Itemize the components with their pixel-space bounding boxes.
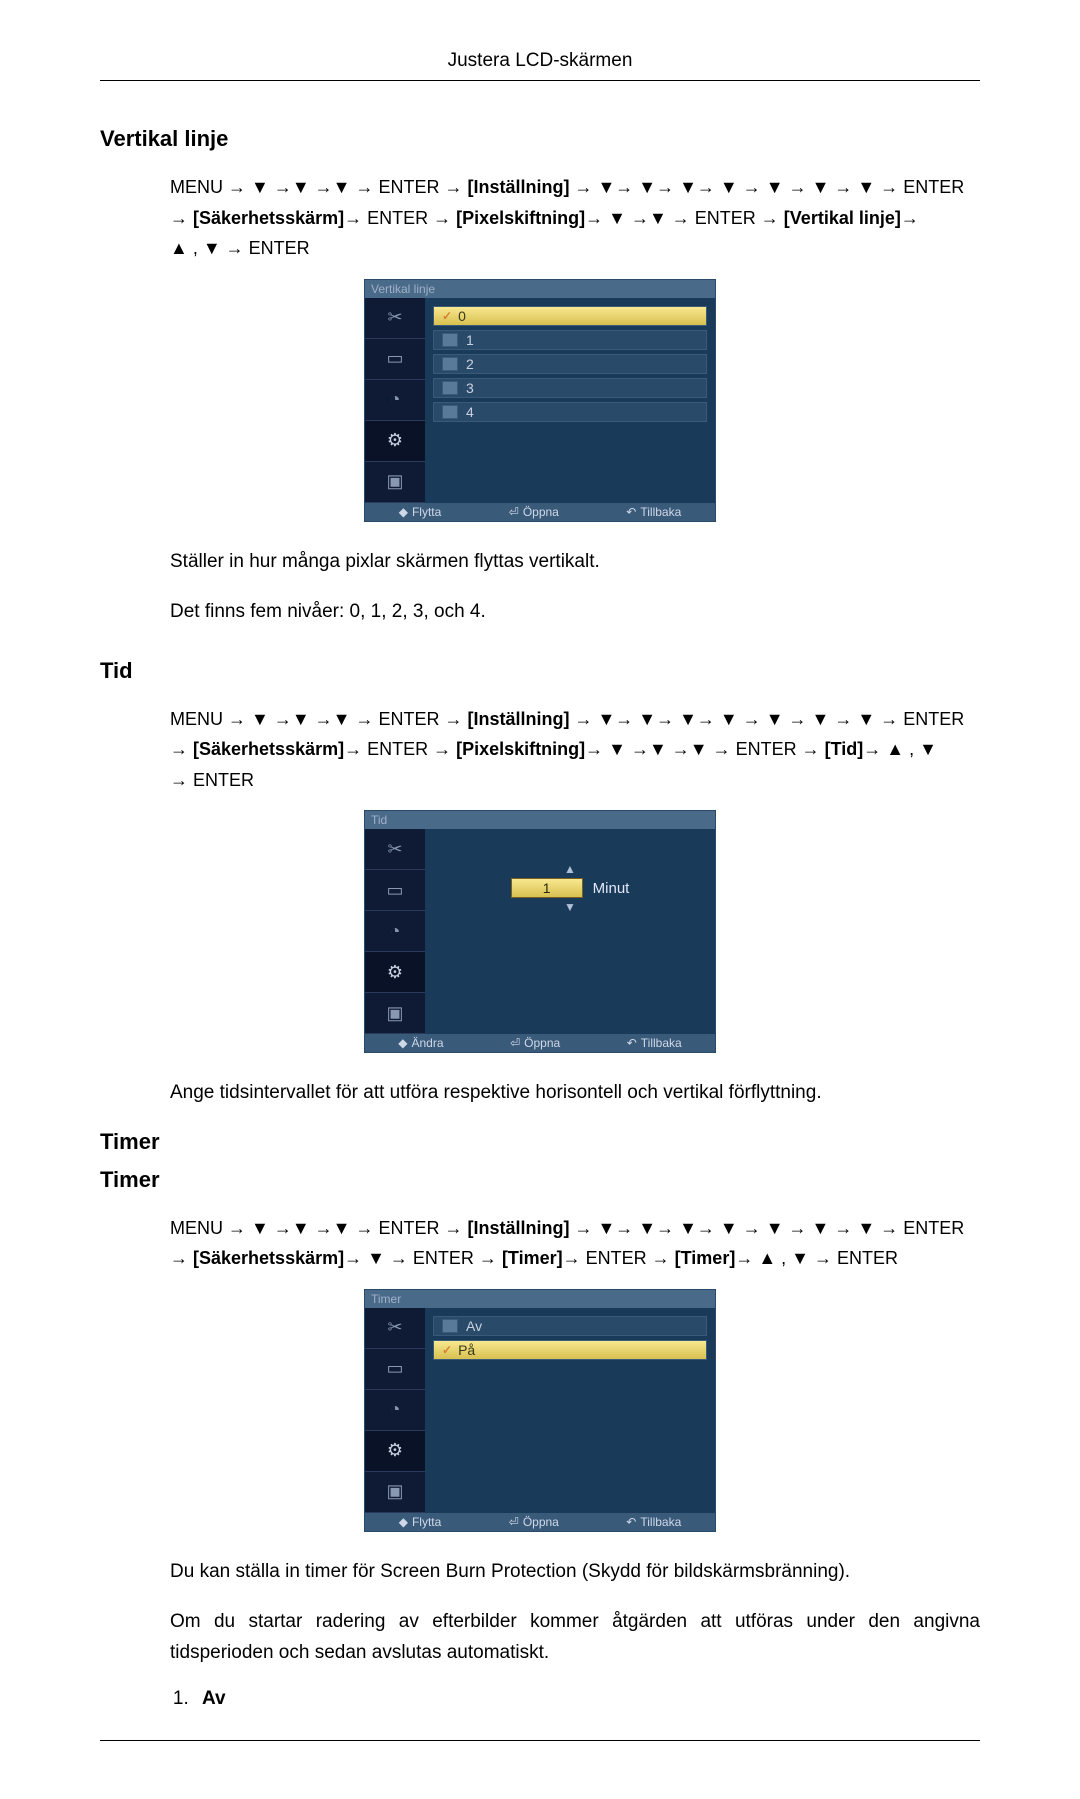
nav-installning: [Inställning] — [467, 1218, 569, 1238]
sidebar-picture-icon[interactable]: ✂ — [365, 298, 425, 339]
osd-footer: ◆ Ändra ⏎ Öppna ↶ Tillbaka — [365, 1034, 715, 1052]
heading-tid: Tid — [100, 658, 980, 684]
page-header: Justera LCD-skärmen — [100, 50, 980, 72]
footer-change: ◆ Ändra — [398, 1036, 443, 1050]
osd-content: ✓0 1 2 3 4 — [425, 298, 715, 503]
nav-enter: ENTER — [378, 177, 439, 197]
sidebar-settings-icon[interactable]: ⚙ — [365, 952, 425, 993]
option-label: På — [458, 1342, 475, 1358]
heading-vertikal: Vertikal linje — [100, 126, 980, 152]
body-vertikal-1: Ställer in hur många pixlar skärmen flyt… — [170, 547, 980, 577]
nav-sakerhetsskarm: [Säkerhetsskärm] — [193, 739, 344, 759]
osd-option-0[interactable]: ✓0 — [433, 306, 707, 326]
nav-tid: [Tid] — [825, 739, 864, 759]
sidebar-screen-icon[interactable]: ▭ — [365, 339, 425, 380]
osd-sidebar: ✂ ▭ ◔ ⚙ ▣ — [365, 298, 425, 503]
sidebar-picture-icon[interactable]: ✂ — [365, 829, 425, 870]
osd-timer: Timer ✂ ▭ ◔ ⚙ ▣ Av ✓På ◆ Flytta ⏎ Öppna … — [364, 1289, 716, 1532]
option-label: 2 — [466, 356, 474, 372]
spinner-unit: Minut — [593, 880, 630, 897]
heading-timer-1: Timer — [100, 1129, 980, 1155]
sidebar-settings-icon[interactable]: ⚙ — [365, 421, 425, 462]
body-timer-1: Du kan ställa in timer för Screen Burn P… — [170, 1557, 980, 1587]
osd-content: ▲ 1 Minut ▼ — [425, 829, 715, 1034]
option-label: Av — [466, 1318, 482, 1334]
osd-option-3[interactable]: 3 — [433, 378, 707, 398]
footer-back: ↶ Tillbaka — [626, 505, 681, 519]
osd-option-av[interactable]: Av — [433, 1316, 707, 1336]
nav-installning: [Inställning] — [467, 709, 569, 729]
option-label: 1 — [466, 332, 474, 348]
osd-vertikal: Vertikal linje ✂ ▭ ◔ ⚙ ▣ ✓0 1 2 3 4 ◆ Fl… — [364, 279, 716, 522]
option-label: 4 — [466, 404, 474, 420]
osd-option-4[interactable]: 4 — [433, 402, 707, 422]
osd-option-2[interactable]: 2 — [433, 354, 707, 374]
sidebar-multi-icon[interactable]: ▣ — [365, 462, 425, 503]
osd-footer: ◆ Flytta ⏎ Öppna ↶ Tillbaka — [365, 503, 715, 521]
nav-path-tid: MENU → ▼ →▼ →▼ → ENTER → [Inställning] →… — [170, 704, 980, 796]
osd-content: Av ✓På — [425, 1308, 715, 1513]
sidebar-multi-icon[interactable]: ▣ — [365, 993, 425, 1034]
osd-option-pa[interactable]: ✓På — [433, 1340, 707, 1360]
spinner-value[interactable]: 1 — [511, 878, 583, 898]
body-vertikal-2: Det finns fem nivåer: 0, 1, 2, 3, och 4. — [170, 597, 980, 627]
nav-timer: [Timer] — [675, 1248, 736, 1268]
nav-menu: MENU — [170, 177, 223, 197]
option-label: 0 — [458, 308, 466, 324]
sidebar-multi-icon[interactable]: ▣ — [365, 1472, 425, 1513]
nav-enter: ENTER — [903, 177, 964, 197]
footer-back: ↶ Tillbaka — [627, 1036, 682, 1050]
osd-sidebar: ✂ ▭ ◔ ⚙ ▣ — [365, 1308, 425, 1513]
osd-tid: Tid ✂ ▭ ◔ ⚙ ▣ ▲ 1 Minut ▼ ◆ — [364, 810, 716, 1053]
nav-sakerhetsskarm: [Säkerhetsskärm] — [193, 208, 344, 228]
osd-footer: ◆ Flytta ⏎ Öppna ↶ Tillbaka — [365, 1513, 715, 1531]
body-tid-1: Ange tidsintervallet för att utföra resp… — [170, 1078, 980, 1108]
option-label: 3 — [466, 380, 474, 396]
sidebar-picture-icon[interactable]: ✂ — [365, 1308, 425, 1349]
nav-path-timer: MENU → ▼ →▼ →▼ → ENTER → [Inställning] →… — [170, 1213, 980, 1274]
osd-option-1[interactable]: 1 — [433, 330, 707, 350]
timer-list: Av — [170, 1688, 980, 1710]
sidebar-screen-icon[interactable]: ▭ — [365, 1349, 425, 1390]
osd-sidebar: ✂ ▭ ◔ ⚙ ▣ — [365, 829, 425, 1034]
nav-pixelskiftning: [Pixelskiftning] — [456, 208, 585, 228]
nav-path-vertikal: MENU → ▼ →▼ →▼ → ENTER → [Inställning] →… — [170, 172, 980, 264]
sidebar-settings-icon[interactable]: ⚙ — [365, 1431, 425, 1472]
spinner-down-icon[interactable]: ▼ — [433, 900, 707, 914]
footer-move: ◆ Flytta — [399, 505, 442, 519]
spinner-up-icon[interactable]: ▲ — [433, 862, 707, 876]
sidebar-sound-icon[interactable]: ◔ — [365, 911, 425, 952]
nav-pixelskiftning: [Pixelskiftning] — [456, 739, 585, 759]
osd-title: Tid — [365, 811, 715, 829]
sidebar-screen-icon[interactable]: ▭ — [365, 870, 425, 911]
osd-title: Timer — [365, 1290, 715, 1308]
nav-installning: [Inställning] — [467, 177, 569, 197]
footer-open: ⏎ Öppna — [509, 505, 559, 519]
sidebar-sound-icon[interactable]: ◔ — [365, 1390, 425, 1431]
divider-bottom — [100, 1740, 980, 1741]
list-item: Av — [194, 1688, 980, 1710]
body-timer-2: Om du startar radering av efterbilder ko… — [170, 1607, 980, 1668]
heading-timer-2: Timer — [100, 1167, 980, 1193]
osd-title: Vertikal linje — [365, 280, 715, 298]
sidebar-sound-icon[interactable]: ◔ — [365, 380, 425, 421]
nav-timer: [Timer] — [502, 1248, 563, 1268]
divider-top — [100, 80, 980, 81]
nav-vertikal-linje: [Vertikal linje] — [784, 208, 901, 228]
footer-open: ⏎ Öppna — [510, 1036, 560, 1050]
nav-sakerhetsskarm: [Säkerhetsskärm] — [193, 1248, 344, 1268]
